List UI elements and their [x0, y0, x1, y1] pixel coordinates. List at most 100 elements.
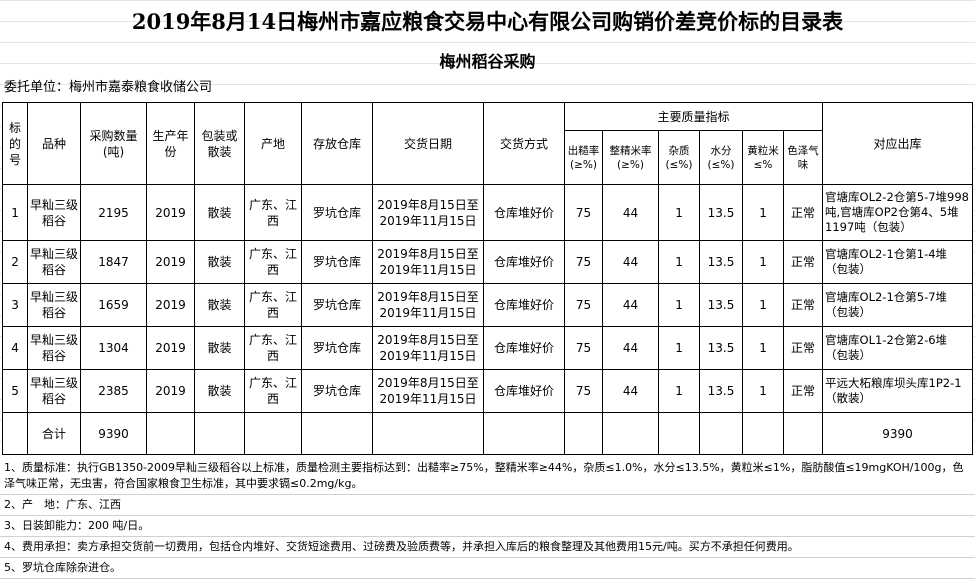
cell-q5[interactable]: 1 [742, 326, 785, 370]
header-q1: 出糙率(≥%) [564, 130, 604, 185]
cell-warehouse[interactable]: 罗坑仓库 [301, 369, 374, 413]
cell-date[interactable]: 2019年8月15日至2019年11月15日 [372, 240, 485, 284]
cell-qty[interactable]: 1659 [80, 283, 148, 327]
cell-origin[interactable]: 广东、江西 [244, 184, 303, 241]
cell-q6[interactable]: 正常 [783, 369, 824, 413]
cell-out[interactable]: 平远大柘粮库坝头库1P2-1（散装） [822, 369, 974, 413]
cell-q3[interactable]: 1 [658, 369, 701, 413]
cell-out[interactable]: 官塘库OL2-2仓第5-7堆998吨,官塘库OP2仓第4、5堆1197吨（包装） [822, 184, 974, 241]
note-2: 2、产 地：广东、江西 [0, 495, 975, 516]
cell-q5[interactable]: 1 [742, 240, 785, 284]
header-no: 标的号 [1, 102, 29, 185]
cell-no[interactable]: 3 [1, 283, 29, 327]
cell-date[interactable]: 2019年8月15日至2019年11月15日 [372, 283, 485, 327]
cell-out[interactable]: 官塘库OL1-2仓第2-6堆（包装） [822, 326, 974, 370]
table-row: 4 早籼三级稻谷 1304 2019 散装 广东、江西 罗坑仓库 2019年8月15日至201… [1, 326, 974, 370]
cell-date[interactable]: 2019年8月15日至2019年11月15日 [372, 184, 485, 241]
cell-variety[interactable]: 早籼三级稻谷 [27, 184, 82, 241]
cell-q3[interactable]: 1 [658, 283, 701, 327]
cell-warehouse[interactable]: 罗坑仓库 [301, 326, 374, 370]
cell-q2[interactable]: 44 [602, 369, 660, 413]
cell-q2[interactable]: 44 [602, 240, 660, 284]
header-out: 对应出库 [822, 102, 974, 185]
cell-method[interactable]: 仓库堆好价 [483, 326, 566, 370]
cell-year[interactable]: 2019 [146, 184, 196, 241]
header-q3: 杂质(≤%) [658, 130, 701, 185]
cell-variety[interactable]: 早籼三级稻谷 [27, 283, 82, 327]
cell-q2[interactable]: 44 [602, 283, 660, 327]
cell-no[interactable]: 1 [1, 184, 29, 241]
cell-origin[interactable]: 广东、江西 [244, 326, 303, 370]
cell-warehouse[interactable]: 罗坑仓库 [301, 283, 374, 327]
cell-q5[interactable]: 1 [742, 369, 785, 413]
header-qty: 采购数量(吨) [80, 102, 148, 185]
header-year: 生产年份 [146, 102, 196, 185]
table-row: 2 早籼三级稻谷 1847 2019 散装 广东、江西 罗坑仓库 2019年8月15日至201… [1, 240, 974, 284]
cell-date[interactable]: 2019年8月15日至2019年11月15日 [372, 326, 485, 370]
cell-pack[interactable]: 散装 [194, 240, 246, 284]
cell-out[interactable]: 官塘库OL2-1仓第5-7堆（包装） [822, 283, 974, 327]
cell-q3[interactable]: 1 [658, 184, 701, 241]
header-method: 交货方式 [483, 102, 566, 185]
cell-warehouse[interactable]: 罗坑仓库 [301, 240, 374, 284]
cell-variety[interactable]: 早籼三级稻谷 [27, 369, 82, 413]
cell-year[interactable]: 2019 [146, 283, 196, 327]
cell-no[interactable]: 5 [1, 369, 29, 413]
page-title: 2019年8月14日梅州市嘉应粮食交易中心有限公司购销价差竞价标的目录表 [131, 9, 844, 34]
cell-q4[interactable]: 13.5 [699, 184, 744, 241]
cell-year[interactable]: 2019 [146, 240, 196, 284]
cell-qty[interactable]: 2385 [80, 369, 148, 413]
cell-method[interactable]: 仓库堆好价 [483, 184, 566, 241]
total-label: 合计 [27, 412, 82, 455]
cell-qty[interactable]: 2195 [80, 184, 148, 241]
cell-q6[interactable]: 正常 [783, 283, 824, 327]
cell-q1[interactable]: 75 [564, 369, 604, 413]
cell-q1[interactable]: 75 [564, 240, 604, 284]
client-label: 委托单位：梅州市嘉泰粮食收储公司 [4, 80, 213, 95]
cell-origin[interactable]: 广东、江西 [244, 240, 303, 284]
cell-q3[interactable]: 1 [658, 326, 701, 370]
note-3: 3、日装卸能力：200 吨/日。 [0, 516, 975, 537]
cell-q5[interactable]: 1 [742, 184, 785, 241]
header-q6: 色泽气味 [783, 130, 824, 185]
cell-q2[interactable]: 44 [602, 326, 660, 370]
cell-method[interactable]: 仓库堆好价 [483, 283, 566, 327]
note-5: 5、罗坑仓库除杂进仓。 [0, 558, 975, 579]
cell-no[interactable]: 4 [1, 326, 29, 370]
cell-q6[interactable]: 正常 [783, 184, 824, 241]
cell-q4[interactable]: 13.5 [699, 326, 744, 370]
table-row: 5 早籼三级稻谷 2385 2019 散装 广东、江西 罗坑仓库 2019年8月15日至201… [1, 369, 974, 413]
cell-q6[interactable]: 正常 [783, 326, 824, 370]
cell-warehouse[interactable]: 罗坑仓库 [301, 184, 374, 241]
cell-pack[interactable]: 散装 [194, 184, 246, 241]
cell-qty[interactable]: 1304 [80, 326, 148, 370]
cell-q2[interactable]: 44 [602, 184, 660, 241]
cell-pack[interactable]: 散装 [194, 369, 246, 413]
cell-q4[interactable]: 13.5 [699, 369, 744, 413]
cell-q4[interactable]: 13.5 [699, 240, 744, 284]
cell-pack[interactable]: 散装 [194, 283, 246, 327]
cell-q4[interactable]: 13.5 [699, 283, 744, 327]
cell-q5[interactable]: 1 [742, 283, 785, 327]
note-4: 4、费用承担：卖方承担交货前一切费用，包括仓内堆好、交货短途费用、过磅费及验质费… [0, 537, 975, 558]
cell-q1[interactable]: 75 [564, 326, 604, 370]
cell-pack[interactable]: 散装 [194, 326, 246, 370]
header-q4: 水分(≤%) [699, 130, 744, 185]
cell-origin[interactable]: 广东、江西 [244, 369, 303, 413]
cell-year[interactable]: 2019 [146, 326, 196, 370]
cell-method[interactable]: 仓库堆好价 [483, 369, 566, 413]
cell-out[interactable]: 官塘库OL2-1仓第1-4堆（包装） [822, 240, 974, 284]
cell-q1[interactable]: 75 [564, 184, 604, 241]
cell-q6[interactable]: 正常 [783, 240, 824, 284]
cell-variety[interactable]: 早籼三级稻谷 [27, 326, 82, 370]
cell-q1[interactable]: 75 [564, 283, 604, 327]
cell-variety[interactable]: 早籼三级稻谷 [27, 240, 82, 284]
cell-qty[interactable]: 1847 [80, 240, 148, 284]
cell-q3[interactable]: 1 [658, 240, 701, 284]
cell-origin[interactable]: 广东、江西 [244, 283, 303, 327]
cell-method[interactable]: 仓库堆好价 [483, 240, 566, 284]
cell-date[interactable]: 2019年8月15日至2019年11月15日 [372, 369, 485, 413]
header-variety: 品种 [27, 102, 82, 185]
cell-year[interactable]: 2019 [146, 369, 196, 413]
cell-no[interactable]: 2 [1, 240, 29, 284]
